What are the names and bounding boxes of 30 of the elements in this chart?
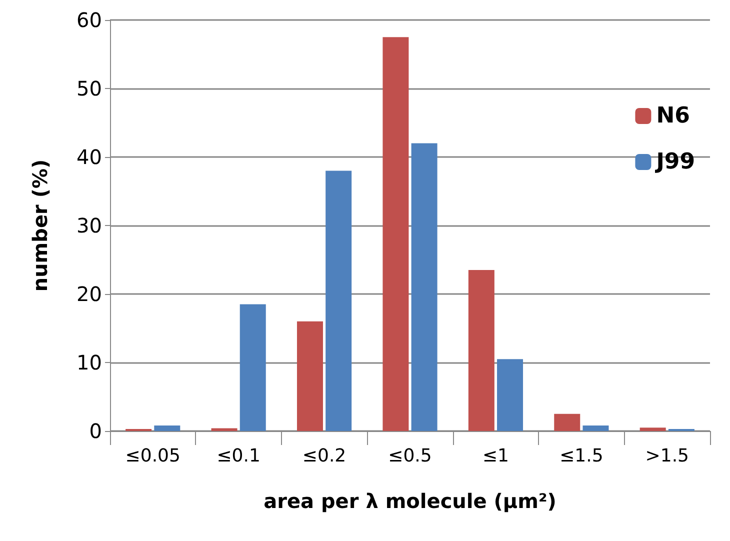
bar: [296, 321, 323, 431]
bar: [326, 170, 352, 431]
legend-label: N6: [656, 104, 690, 128]
bar: [582, 426, 609, 431]
legend-label: J99: [654, 150, 696, 174]
bar: [382, 37, 409, 431]
x-tick-label: ≤0.2: [302, 446, 346, 466]
y-tick-label: 40: [76, 145, 102, 169]
y-tick-label: 10: [76, 350, 102, 374]
x-tick-label: ≤1.5: [560, 446, 604, 466]
x-tick-label: ≤1: [482, 446, 509, 466]
bar: [468, 270, 494, 431]
bar: [154, 426, 180, 431]
x-tick-label: ≤0.1: [216, 446, 260, 466]
bar: [211, 428, 238, 431]
x-tick-label: >1.5: [645, 446, 689, 466]
y-tick-label: 20: [76, 282, 102, 306]
y-tick-label: 60: [76, 8, 102, 32]
bar: [240, 304, 266, 431]
bar: [497, 359, 524, 431]
bar: [640, 428, 666, 431]
bar: [554, 414, 580, 431]
bar: [411, 143, 438, 431]
y-tick-label: 50: [76, 76, 102, 100]
x-tick-label: ≤0.5: [388, 446, 432, 466]
x-tick-label: ≤0.05: [125, 446, 180, 466]
y-tick-label: 30: [76, 214, 102, 238]
x-axis-title: area per λ molecule (µm²): [264, 489, 556, 513]
y-axis-title: number (%): [28, 159, 52, 292]
y-tick-label: 0: [89, 419, 102, 443]
